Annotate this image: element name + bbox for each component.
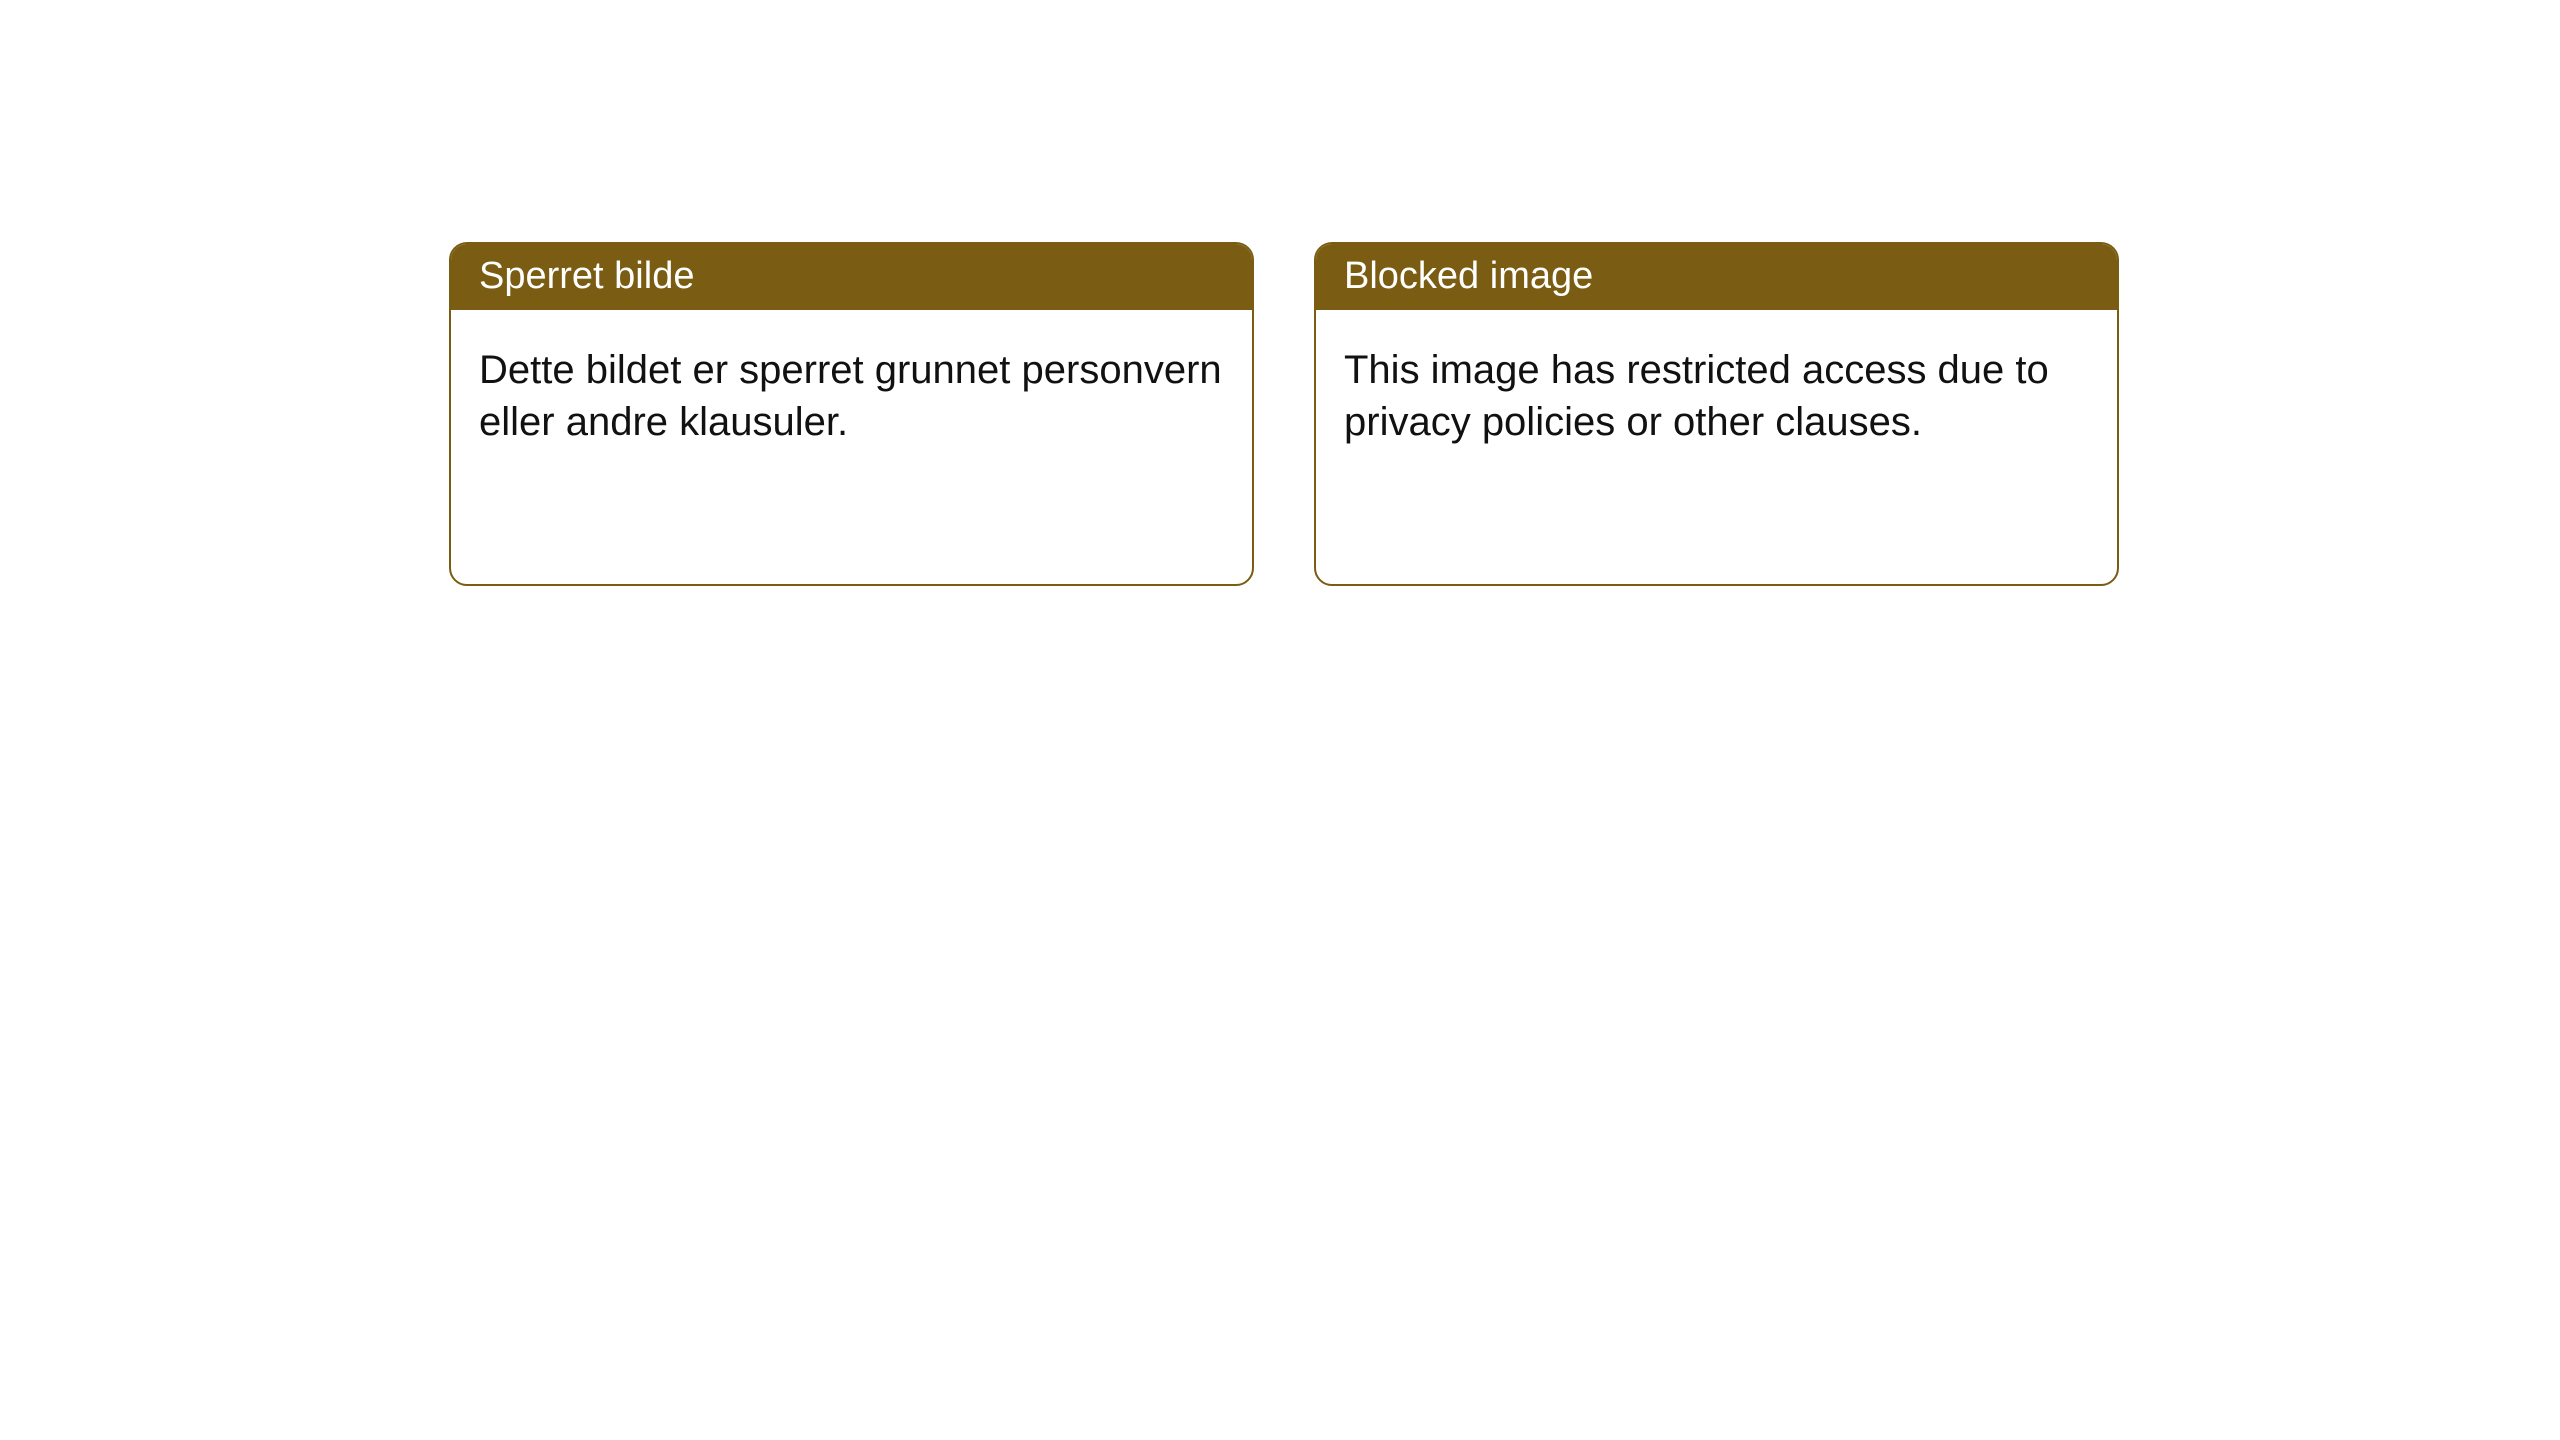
notice-card-title: Blocked image [1316, 244, 2117, 310]
notice-card-body: Dette bildet er sperret grunnet personve… [451, 310, 1252, 584]
notice-card-norwegian: Sperret bilde Dette bildet er sperret gr… [449, 242, 1254, 586]
notice-card-body: This image has restricted access due to … [1316, 310, 2117, 584]
notice-card-title: Sperret bilde [451, 244, 1252, 310]
notice-card-english: Blocked image This image has restricted … [1314, 242, 2119, 586]
notice-cards-container: Sperret bilde Dette bildet er sperret gr… [0, 0, 2560, 586]
